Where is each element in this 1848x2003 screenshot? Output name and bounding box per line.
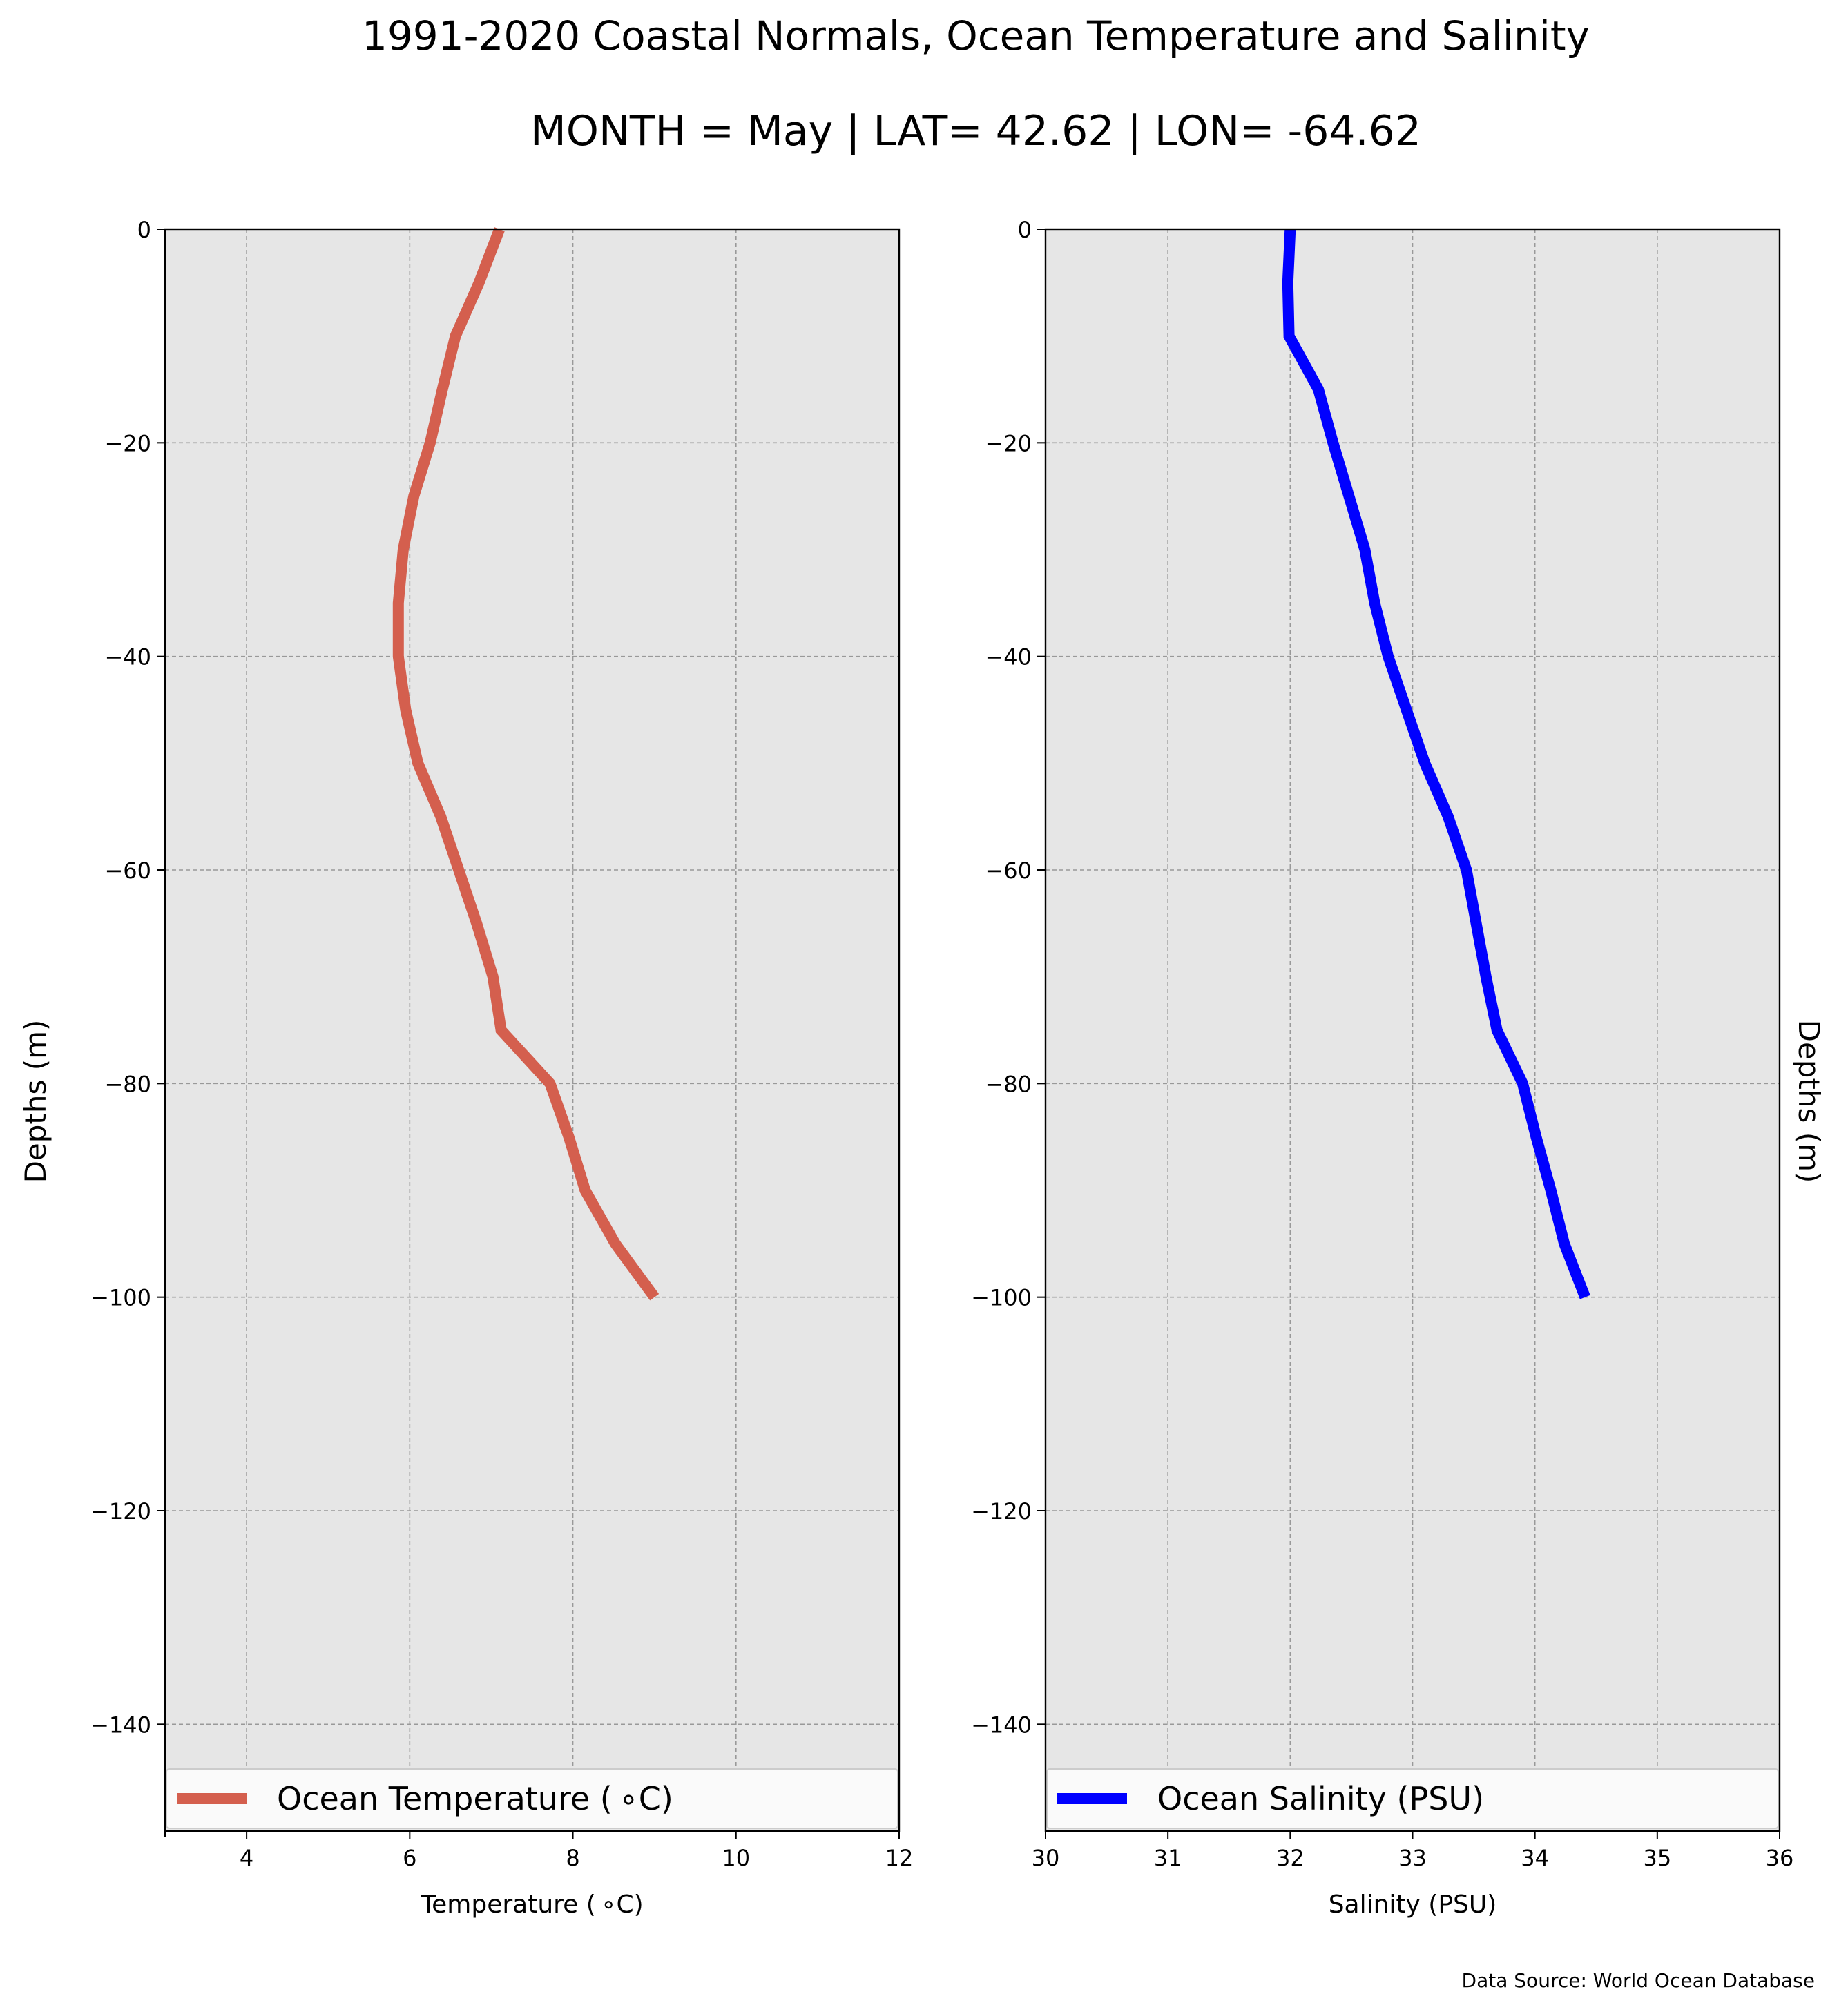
- y-tick-label: −120: [90, 1498, 151, 1525]
- x-tick-label: 33: [1398, 1845, 1427, 1871]
- x-tick-label: 34: [1521, 1845, 1549, 1871]
- y-tick-label: −80: [104, 1071, 151, 1097]
- y-tick-label: −120: [971, 1498, 1032, 1525]
- chart-subtitle: MONTH = May | LAT= 42.62 | LON= -64.62: [530, 107, 1421, 155]
- y-tick-label: −40: [985, 644, 1032, 670]
- legend-label: Ocean Temperature ( ∘C): [277, 1780, 673, 1817]
- y-tick-label: −140: [90, 1712, 151, 1738]
- legend-box: [166, 1768, 898, 1829]
- x-tick-label: 8: [566, 1845, 579, 1871]
- y-tick-label: −60: [104, 858, 151, 884]
- x-tick-label: 6: [403, 1845, 416, 1871]
- legend-label: Ocean Salinity (PSU): [1157, 1780, 1484, 1817]
- y-tick-label: 0: [1018, 217, 1032, 243]
- left-y-axis-label: Depths (m): [19, 1020, 52, 1183]
- plot-area: [165, 229, 899, 1831]
- data-source-note: Data Source: World Ocean Database: [1462, 1969, 1815, 1992]
- x-axis-label: Salinity (PSU): [1329, 1890, 1497, 1919]
- y-tick-label: −100: [971, 1285, 1032, 1311]
- x-tick-label: 10: [722, 1845, 750, 1871]
- axes-frame: [164, 228, 901, 1832]
- y-tick-label: −140: [971, 1712, 1032, 1738]
- legend-box: [1046, 1768, 1779, 1829]
- salinity-series-line: [1282, 229, 1590, 1299]
- x-tick-label: 31: [1154, 1845, 1182, 1871]
- chart-title: 1991-2020 Coastal Normals, Ocean Tempera…: [362, 12, 1590, 59]
- y-tick-label: −60: [985, 858, 1032, 884]
- y-tick-label: −40: [104, 644, 151, 670]
- y-tick-label: −20: [985, 430, 1032, 456]
- x-tick-label: 32: [1276, 1845, 1305, 1871]
- x-tick-label: 4: [240, 1845, 253, 1871]
- x-tick-label: 30: [1032, 1845, 1060, 1871]
- temperature-series-line: [392, 227, 660, 1301]
- y-tick-label: −100: [90, 1285, 151, 1311]
- x-tick-label: 12: [885, 1845, 914, 1871]
- y-tick-label: −80: [985, 1071, 1032, 1097]
- x-tick-label: 36: [1766, 1845, 1794, 1871]
- salinity-panel: Ocean Salinity (PSU) 0 −20 −40 −60 −80 −100 −12…: [971, 217, 1793, 1919]
- y-tick-label: −20: [104, 430, 151, 456]
- y-tick-label: 0: [137, 217, 151, 243]
- right-y-axis-label: Depths (m): [1792, 1020, 1826, 1183]
- temperature-panel: Ocean Temperature ( ∘C) 0 −20 −40 −60 −80 −100…: [90, 217, 913, 1919]
- x-tick-label: 35: [1643, 1845, 1671, 1871]
- x-axis-label: Temperature ( ∘C): [420, 1890, 643, 1919]
